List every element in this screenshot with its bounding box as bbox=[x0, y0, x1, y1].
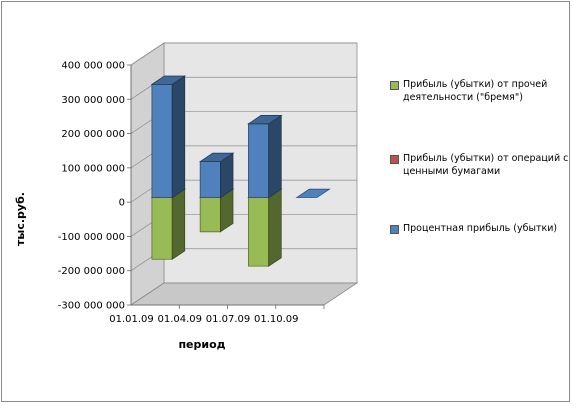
legend-label-interest: Процентная прибыль (убытки) bbox=[403, 223, 558, 234]
bar-segment-front bbox=[248, 123, 270, 198]
gridline bbox=[130, 282, 357, 306]
y-tick-label: 400 000 000 bbox=[61, 61, 125, 72]
bar-segment-front bbox=[151, 197, 173, 260]
y-tick-label: 100 000 000 bbox=[61, 163, 125, 174]
floor bbox=[129, 282, 359, 306]
bar-segment-top bbox=[247, 115, 283, 125]
legend-swatch-other bbox=[390, 81, 399, 90]
y-tick-label: 300 000 000 bbox=[61, 95, 125, 106]
x-tick-label: 01.01.09 bbox=[109, 314, 154, 325]
bar-segment-side bbox=[268, 188, 282, 267]
bar-segment-top bbox=[198, 152, 235, 162]
bar-segment-side bbox=[171, 75, 186, 199]
bar-segment-side bbox=[171, 188, 186, 260]
legend-label-securities: Прибыль (убытки) от операций с ценными б… bbox=[403, 153, 569, 177]
y-tick-label: -300 000 000 bbox=[58, 301, 125, 312]
bar-segment-flat bbox=[295, 188, 331, 198]
y-axis-title: тыс.руб. bbox=[14, 192, 27, 246]
y-tick-label: 200 000 000 bbox=[61, 129, 125, 140]
bar-segment-front bbox=[199, 197, 221, 233]
x-tick-label: 01.10.09 bbox=[254, 314, 299, 325]
y-tick-label: 0 bbox=[119, 198, 125, 209]
y-tick-label: -100 000 000 bbox=[58, 232, 125, 243]
bar-segment-side bbox=[268, 114, 282, 199]
bar-segment-front bbox=[151, 83, 173, 198]
x-tick-label: 01.04.09 bbox=[157, 314, 202, 325]
legend-swatch-securities bbox=[390, 155, 399, 164]
y-tick-label: -200 000 000 bbox=[58, 266, 125, 277]
x-tick-label: 01.07.09 bbox=[206, 314, 251, 325]
bar-segment-top bbox=[150, 75, 187, 85]
gridline bbox=[130, 42, 357, 66]
bar-segment-front bbox=[199, 161, 221, 198]
x-axis-title: период bbox=[178, 338, 225, 351]
legend-label-other: Прибыль (убытки) от прочей деятельности … bbox=[403, 79, 548, 103]
legend-swatch-interest bbox=[390, 225, 399, 234]
bar-segment-front bbox=[248, 197, 270, 267]
